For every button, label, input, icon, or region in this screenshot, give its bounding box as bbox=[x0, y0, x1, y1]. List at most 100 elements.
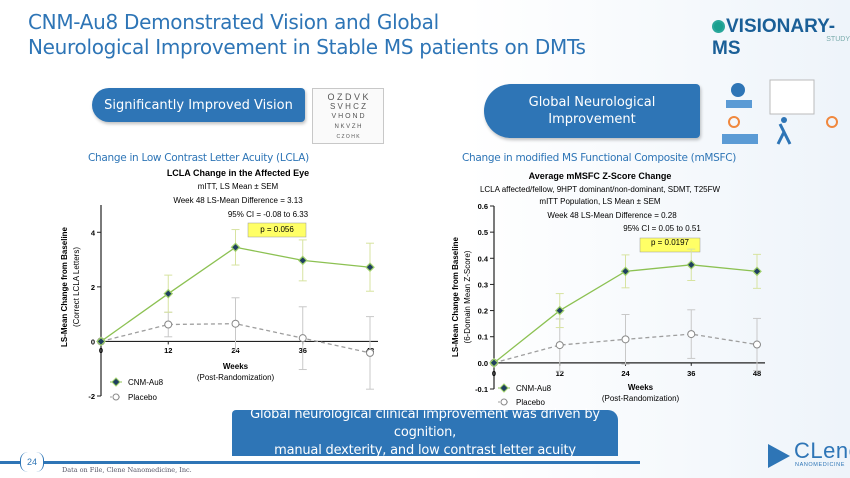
placebo-legend-label: Placebo bbox=[128, 393, 157, 402]
chart-subtitle: mITT, LS Mean ± SEM bbox=[198, 182, 279, 191]
y-tick-label: -2 bbox=[88, 392, 95, 401]
cnm-au8-legend-label: CNM-Au8 bbox=[128, 378, 164, 387]
cnm-au8-point bbox=[489, 358, 499, 368]
placebo-legend-marker bbox=[112, 393, 120, 401]
cnm-au8-point bbox=[163, 288, 174, 299]
eye-chart-row: S V H C Z bbox=[329, 102, 366, 111]
placebo-point bbox=[164, 320, 173, 329]
visionary-ms-logo: VISIONARY-MS STUDY bbox=[712, 16, 850, 60]
placebo-legend-marker bbox=[500, 398, 508, 406]
y-tick-label: 2 bbox=[91, 283, 95, 292]
y-tick-label: 0.6 bbox=[478, 202, 488, 211]
cnm-au8-point bbox=[297, 255, 308, 266]
eye-chart-small-icon bbox=[769, 79, 815, 115]
banner-line-2: manual dexterity, and low contrast lette… bbox=[274, 443, 576, 458]
logo-eye-icon bbox=[712, 20, 725, 33]
y-tick-label: 0.1 bbox=[478, 333, 488, 342]
y-axis-label: LS-Mean Change from Baseline bbox=[451, 236, 460, 357]
clene-sub: NANOMEDICINE bbox=[795, 462, 845, 468]
x-axis-sublabel: (Post-Randomization) bbox=[197, 373, 275, 382]
cnm-au8-legend-label: CNM-Au8 bbox=[516, 384, 552, 393]
x-tick-label: 12 bbox=[556, 369, 564, 378]
slide-title: CNM-Au8 Demonstrated Vision and Global N… bbox=[28, 10, 586, 60]
y-tick-label: -0.1 bbox=[475, 385, 488, 394]
cnm-au8-point bbox=[752, 266, 762, 277]
walker-head-icon bbox=[781, 117, 787, 123]
x-tick-label: 48 bbox=[753, 369, 761, 378]
x-tick-label: 24 bbox=[231, 346, 240, 355]
cnm-au8-point bbox=[686, 259, 697, 270]
cnm-au8-legend-marker bbox=[499, 383, 509, 393]
eye-chart-row: C Z O H K bbox=[336, 134, 360, 140]
y-axis-sublabel: (6-Domain Mean Z-Score) bbox=[463, 250, 472, 343]
cnm-au8-legend-marker bbox=[111, 377, 121, 387]
cnm-au8-point bbox=[365, 262, 375, 273]
y-tick-label: 4 bbox=[91, 228, 96, 237]
conclusion-banner: Global neurological clinical improvement… bbox=[232, 407, 618, 458]
desk-icon bbox=[726, 100, 752, 108]
x-tick-label: 0 bbox=[492, 369, 496, 378]
placebo-legend-label: Placebo bbox=[516, 398, 545, 407]
banner-line-1: Global neurological clinical improvement… bbox=[250, 407, 600, 440]
vision-pill: Significantly Improved Vision bbox=[92, 88, 305, 122]
placebo-point bbox=[231, 319, 240, 328]
global-pill: Global Neurological Improvement bbox=[484, 84, 700, 138]
footer-divider bbox=[0, 461, 640, 464]
y-tick-label: 0.4 bbox=[478, 254, 489, 263]
p-value: p = 0.056 bbox=[260, 225, 294, 234]
walking-icon bbox=[776, 123, 792, 145]
stat-annotation: Week 48 LS-Mean Difference = 0.28 bbox=[547, 211, 677, 220]
page-number: 24 bbox=[20, 452, 44, 472]
y-axis-label: LS-Mean Change from Baseline bbox=[60, 226, 69, 347]
cnm-au8-point bbox=[230, 242, 241, 253]
placebo-point bbox=[621, 335, 630, 344]
lcla-subtitle: Change in Low Contrast Letter Acuity (LC… bbox=[88, 152, 309, 164]
pegboard-icon bbox=[722, 134, 758, 144]
placebo-point bbox=[555, 341, 564, 350]
x-tick-label: 24 bbox=[621, 369, 630, 378]
stat-annotation: 95% CI = 0.05 to 0.51 bbox=[623, 224, 701, 233]
global-pill-line-2: Improvement bbox=[548, 112, 636, 127]
placebo-point bbox=[753, 340, 761, 349]
x-axis-label: Weeks bbox=[223, 362, 249, 371]
eye-chart-row: N K V Z H bbox=[334, 124, 362, 130]
global-pill-line-1: Global Neurological bbox=[528, 95, 656, 110]
title-line-1: CNM-Au8 Demonstrated Vision and Global bbox=[28, 10, 439, 34]
chart-subtitle: LCLA affected/fellow, 9HPT dominant/non-… bbox=[480, 185, 721, 194]
y-tick-label: 0.2 bbox=[478, 307, 488, 316]
chart-title: Average mMSFC Z-Score Change bbox=[529, 171, 672, 181]
y-tick-label: 0.3 bbox=[478, 280, 488, 289]
p-value-box bbox=[247, 222, 307, 238]
clene-wordmark: CLene bbox=[794, 438, 850, 463]
placebo-point bbox=[687, 330, 696, 339]
cnm-au8-point bbox=[620, 266, 631, 277]
cnm-au8-point bbox=[96, 336, 106, 347]
functional-tests-icon bbox=[722, 79, 838, 145]
placebo-point bbox=[366, 348, 374, 357]
eye-chart-icon: O Z D V K S V H C Z V H O N D N K V Z H … bbox=[312, 88, 384, 144]
timer-icon bbox=[826, 116, 838, 128]
x-tick-label: 12 bbox=[164, 346, 172, 355]
x-tick-label: 36 bbox=[687, 369, 695, 378]
y-tick-label: 0.0 bbox=[478, 359, 488, 368]
vision-pill-label: Significantly Improved Vision bbox=[104, 97, 293, 113]
footer-source: Data on File, Clene Nanomedicine, Inc. bbox=[62, 466, 192, 474]
clene-triangle-icon bbox=[768, 444, 790, 468]
logo-sub: STUDY bbox=[826, 36, 850, 43]
y-tick-label: 0 bbox=[91, 337, 95, 346]
cnm-au8-point bbox=[554, 305, 565, 316]
p-value-box bbox=[639, 237, 701, 253]
mmsfc-subtitle: Change in modified MS Functional Composi… bbox=[462, 152, 737, 164]
chart-title: LCLA Change in the Affected Eye bbox=[167, 168, 309, 178]
y-tick-label: 0.5 bbox=[478, 228, 488, 237]
stat-annotation: 95% CI = -0.08 to 6.33 bbox=[228, 210, 309, 219]
person-icon bbox=[731, 83, 745, 97]
stat-annotation: Week 48 LS-Mean Difference = 3.13 bbox=[173, 196, 303, 205]
x-axis-sublabel: (Post-Randomization) bbox=[602, 394, 680, 403]
x-axis-label: Weeks bbox=[628, 383, 654, 392]
logo-text: VISIONARY-MS bbox=[712, 16, 836, 59]
placebo-point bbox=[298, 334, 307, 343]
eye-chart-row: V H O N D bbox=[331, 113, 365, 120]
